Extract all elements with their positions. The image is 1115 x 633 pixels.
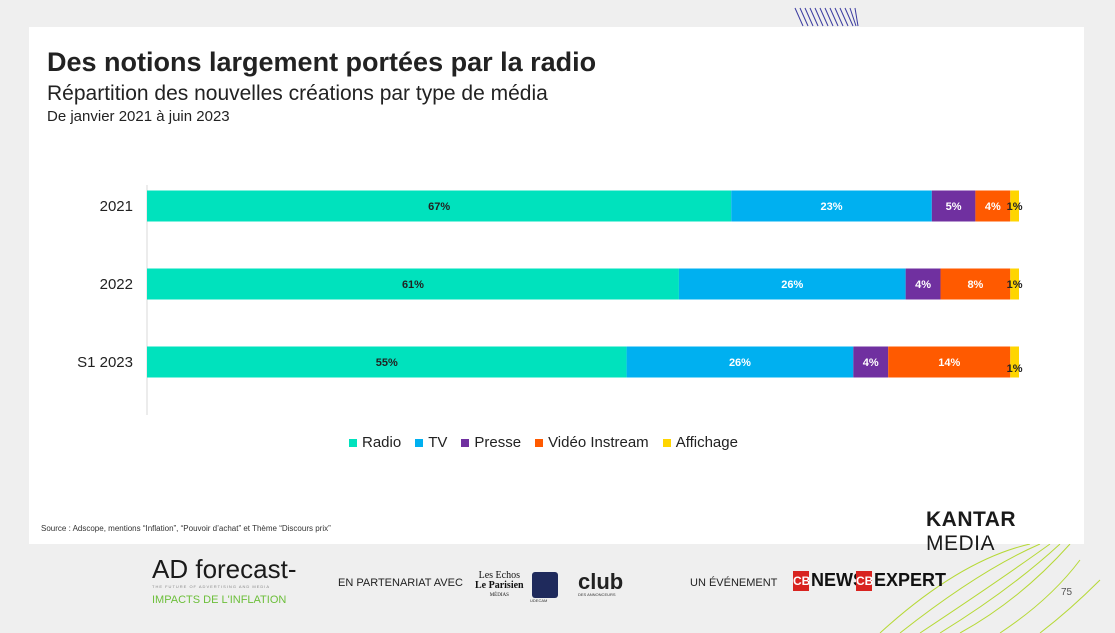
ad-forecast-subtitle: IMPACTS DE L'INFLATION xyxy=(152,594,287,606)
ad-forecast-tagline: THE FUTURE OF ADVERTISING AND MEDIA xyxy=(152,584,271,589)
data-label: 26% xyxy=(781,279,803,291)
data-label: 4% xyxy=(915,279,931,291)
legend-item: TV xyxy=(415,434,447,451)
lesechos-text: Les Echos xyxy=(478,570,520,581)
bar-segment xyxy=(905,268,941,300)
cb-badge: CB xyxy=(793,571,810,592)
bar-segment xyxy=(1010,268,1019,300)
category-label: S1 2023 xyxy=(77,354,133,371)
legend-item: Affichage xyxy=(662,434,738,451)
data-label: 5% xyxy=(946,201,962,213)
data-label: 55% xyxy=(376,357,398,369)
data-label: 1% xyxy=(1007,201,1023,213)
chart-period: De janvier 2021 à juin 2023 xyxy=(47,108,230,125)
chart-subtitle: Répartition des nouvelles créations par … xyxy=(47,82,548,105)
legend-label: Affichage xyxy=(675,434,738,451)
kantar-media-logo: KANTAR MEDIA xyxy=(926,508,1084,556)
slide-panel: Des notions largement portées par la rad… xyxy=(29,27,1084,555)
bar-segment xyxy=(147,268,679,300)
cbexpert-logo: CBEXPERT xyxy=(856,570,947,592)
legend-swatch xyxy=(415,438,424,447)
stacked-bar-chart: 2021 67% 23% 5% 4% 1% 2022 61% 26% 4% 8% 1% S1 2023 5… xyxy=(77,185,1023,415)
data-label: 26% xyxy=(729,357,751,369)
ad-forecast-logo: AD forecast- xyxy=(152,554,297,584)
data-label: 1% xyxy=(1007,363,1023,375)
category-label: 2022 xyxy=(100,276,133,293)
leparisien-text: Le Parisien xyxy=(475,580,524,591)
data-label: 61% xyxy=(402,279,424,291)
bar-segment xyxy=(888,346,1011,378)
bar-segment xyxy=(975,190,1011,222)
source-note: Source : Adscope, mentions “Inflation”, … xyxy=(41,524,331,533)
bar-segment xyxy=(1010,346,1019,378)
bar-segment xyxy=(853,346,889,378)
page-number: 75 xyxy=(1061,587,1073,598)
data-label: 14% xyxy=(938,357,960,369)
cb-badge: CB xyxy=(856,571,873,592)
bar-segment xyxy=(626,346,854,378)
brand-bold: KANTAR xyxy=(926,508,1017,531)
udecam-label: UDECAM xyxy=(530,598,548,603)
legend-swatch xyxy=(662,438,671,447)
bar-segment xyxy=(678,268,906,300)
bar-segment xyxy=(931,190,976,222)
data-label: 8% xyxy=(967,279,983,291)
chart-legend: Radio TV Presse Vidéo Instream Affichage xyxy=(349,434,738,451)
legend-item: Presse xyxy=(461,434,521,451)
chart-title: Des notions largement portées par la rad… xyxy=(47,47,597,77)
data-label: 4% xyxy=(863,357,879,369)
data-label: 4% xyxy=(985,201,1001,213)
legend-swatch xyxy=(349,438,357,447)
data-label: 67% xyxy=(428,201,450,213)
medias-text: MÉDIAS xyxy=(489,593,509,598)
bar-segment xyxy=(147,190,732,222)
udecam-logo xyxy=(532,572,558,598)
legend-item: Vidéo Instream xyxy=(535,434,649,451)
club-subtitle: DES ANNONCEURS xyxy=(578,592,616,597)
brand-light: MEDIA xyxy=(926,532,996,555)
cbexpert-text: EXPERT xyxy=(874,570,947,590)
bar-segment xyxy=(1010,190,1019,222)
bar-segment xyxy=(731,190,932,222)
legend-label: Presse xyxy=(474,434,522,451)
bar-segment xyxy=(940,268,1011,300)
category-label: 2021 xyxy=(100,198,133,215)
club-logo: club xyxy=(578,569,624,594)
legend-item: Radio xyxy=(349,434,401,451)
legend-swatch xyxy=(535,438,544,447)
bar-segment xyxy=(147,346,627,378)
cbnews-logo: CBNEWS xyxy=(793,570,865,592)
cbnews-text: NEWS xyxy=(811,570,865,590)
legend-label: TV xyxy=(428,434,448,451)
data-label: 23% xyxy=(821,201,843,213)
lesechos-leparisien-logo: Les Echos Le Parisien MÉDIAS xyxy=(475,571,524,601)
data-label: 1% xyxy=(1007,279,1023,291)
partnership-label: EN PARTENARIAT AVEC xyxy=(338,577,463,589)
event-label: UN ÉVÉNEMENT xyxy=(690,577,778,589)
legend-label: Radio xyxy=(362,434,402,451)
legend-swatch xyxy=(461,438,470,447)
legend-label: Vidéo Instream xyxy=(548,434,649,451)
